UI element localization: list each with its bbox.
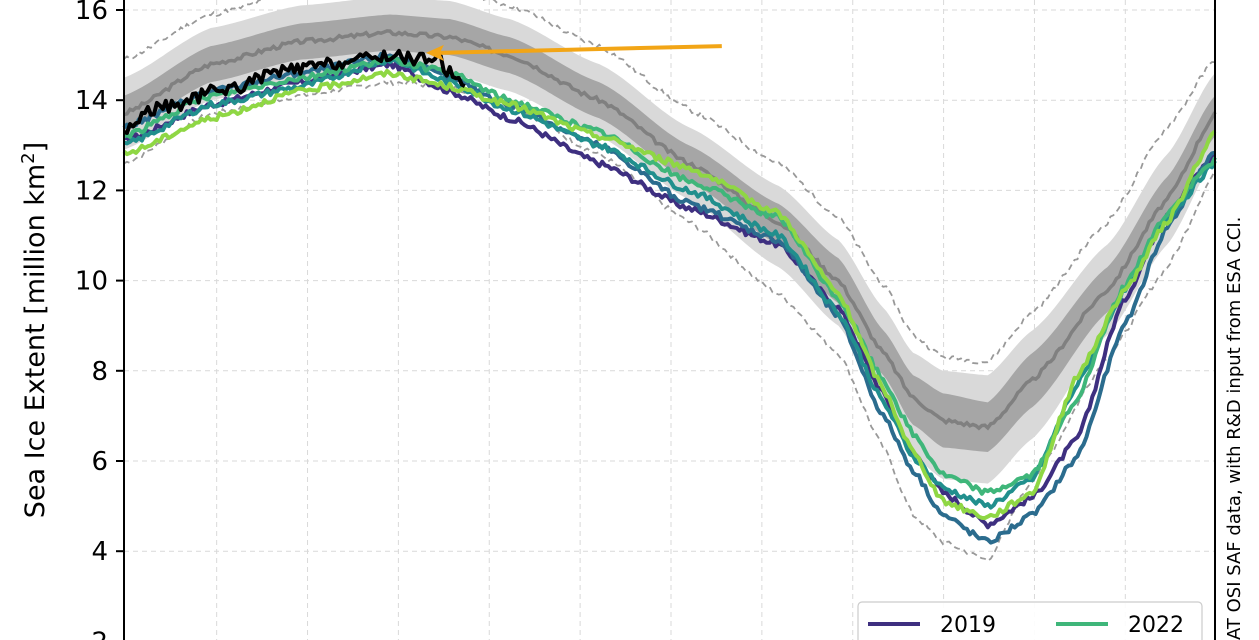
annotation-arrow (425, 44, 722, 61)
y-tick-label: 4 (91, 537, 108, 567)
y-tick-label: 10 (75, 267, 108, 297)
series-lines (122, 48, 1217, 545)
climatology-max-line (123, 0, 1216, 365)
y-axis-label-superscript: 2 (18, 152, 39, 163)
y-tick-label: 12 (75, 176, 108, 206)
gridlines (124, 0, 1215, 640)
annotation-arrow-head (425, 44, 444, 61)
y-tick-label: 16 (75, 0, 108, 26)
legend: 2019 2022 (857, 601, 1203, 640)
legend-label-2022: 2022 (1128, 613, 1184, 638)
y-tick-label: 8 (91, 357, 108, 387)
series-line-2023 (122, 68, 1217, 521)
y-axis-label: Sea Ice Extent [million km2] (18, 142, 51, 518)
y-tick-label: 2 (91, 627, 108, 640)
y-tick-label: 14 (75, 86, 108, 116)
climatology-median-line (123, 29, 1217, 431)
y-tick-labels: 2 4 6 8 10 12 14 16 (75, 0, 108, 640)
y-tick-label: 6 (91, 447, 108, 477)
legend-label-2019: 2019 (940, 613, 996, 638)
series-line-2022 (123, 55, 1217, 496)
annotation-arrow-shaft (439, 44, 722, 55)
series-line-2021 (123, 57, 1217, 510)
credit-text: AT OSI SAF data, with R&D input from ESA… (1224, 217, 1245, 640)
series-line-2020 (122, 51, 1216, 545)
climatology-band-inner (124, 14, 1215, 452)
series-line-current (123, 48, 466, 135)
legend-box (857, 601, 1203, 640)
axes (116, 0, 1216, 640)
